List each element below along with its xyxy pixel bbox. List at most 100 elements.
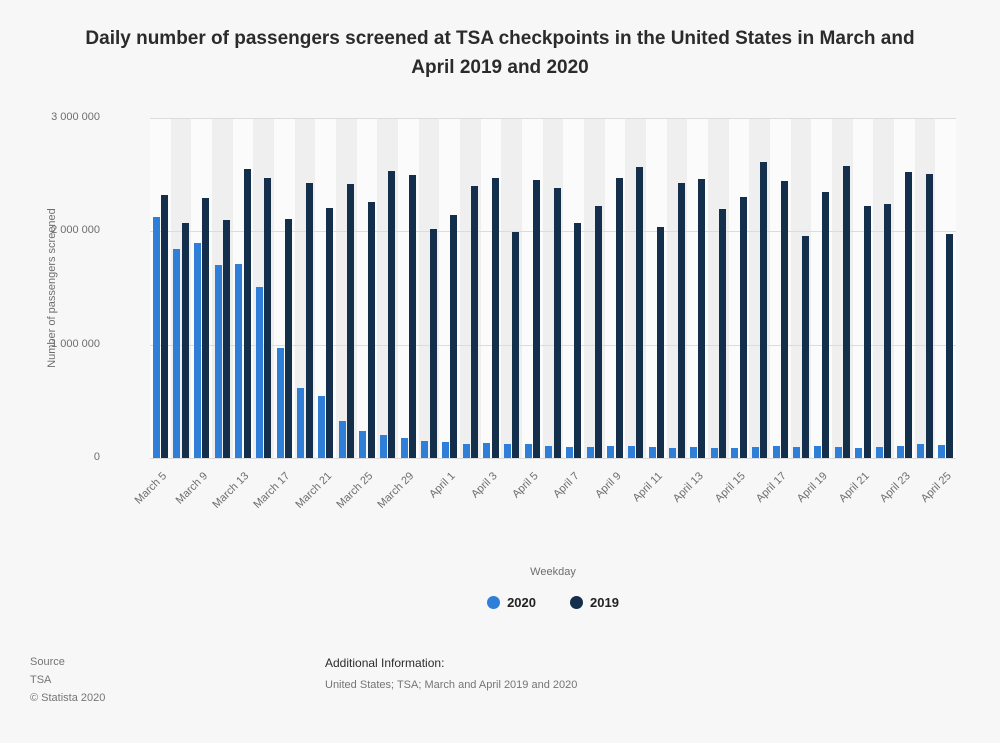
x-tick-label: March 13 bbox=[210, 470, 252, 511]
x-tick-label: March 21 bbox=[293, 470, 335, 511]
bar-2019-March 11 bbox=[222, 220, 230, 458]
bar-2020-April 17 bbox=[772, 446, 780, 458]
bar-2020-April 4 bbox=[504, 444, 512, 458]
x-tick-label: April 5 bbox=[510, 470, 541, 501]
x-tick-label: April 3 bbox=[468, 470, 500, 501]
bar-2019-April 14 bbox=[718, 208, 726, 458]
bar-2019-April 22 bbox=[884, 204, 892, 458]
x-tick-label: April 1 bbox=[427, 470, 459, 501]
x-tick-label: March 17 bbox=[251, 470, 293, 511]
bar-2019-March 19 bbox=[305, 182, 313, 458]
gridline bbox=[150, 344, 956, 346]
bar-2020-April 21 bbox=[855, 447, 863, 458]
bar-2019-March 5 bbox=[160, 195, 168, 458]
bar-2019-April 25 bbox=[946, 233, 954, 458]
bar-2020-April 24 bbox=[917, 444, 925, 458]
bar-2019-April 8 bbox=[594, 206, 602, 458]
x-tick-label: March 5 bbox=[132, 470, 169, 507]
bar-2019-April 21 bbox=[863, 206, 871, 458]
bar-2019-April 23 bbox=[904, 172, 912, 458]
bar-2020-April 12 bbox=[669, 447, 677, 458]
bar-2020-March 31 bbox=[421, 441, 429, 458]
legend-marker-2020 bbox=[487, 596, 501, 609]
bar-2019-April 6 bbox=[553, 188, 561, 458]
x-tick-label: April 19 bbox=[795, 470, 831, 505]
source-label: Source bbox=[30, 656, 65, 668]
bar-2019-April 18 bbox=[801, 235, 809, 458]
bar-2020-April 5 bbox=[524, 444, 532, 458]
bar-2020-April 11 bbox=[648, 447, 656, 458]
x-tick-label: April 17 bbox=[753, 470, 789, 505]
bar-2019-April 17 bbox=[780, 181, 788, 458]
bar-2019-March 23 bbox=[346, 183, 354, 458]
bar-2020-March 19 bbox=[297, 387, 305, 458]
gridline bbox=[150, 458, 956, 459]
bar-2020-April 18 bbox=[793, 446, 801, 458]
x-tick-label: April 7 bbox=[551, 470, 583, 501]
bar-2019-March 29 bbox=[408, 174, 416, 458]
bar-2020-March 11 bbox=[214, 265, 222, 458]
bar-2020-March 29 bbox=[400, 437, 408, 458]
bar-2019-April 5 bbox=[532, 180, 540, 458]
bar-2019-April 1 bbox=[450, 215, 458, 458]
bar-2019-April 19 bbox=[822, 191, 830, 458]
bar-2020-March 13 bbox=[235, 264, 243, 458]
bar-2020-April 14 bbox=[710, 447, 718, 458]
legend-label-2019: 2019 bbox=[590, 595, 619, 610]
bar-2020-March 7 bbox=[173, 248, 181, 458]
bar-2019-April 13 bbox=[698, 179, 706, 458]
y-tick-label: 3 000 000 bbox=[51, 111, 100, 123]
bar-2019-March 27 bbox=[388, 171, 396, 458]
bar-2020-March 17 bbox=[276, 348, 284, 458]
bar-2020-April 1 bbox=[442, 442, 450, 458]
bar-2020-April 25 bbox=[938, 444, 946, 458]
bar-2020-April 19 bbox=[814, 446, 822, 458]
bar-2019-April 3 bbox=[491, 178, 499, 458]
bar-2020-April 3 bbox=[483, 443, 491, 458]
legend: 2020 2019 bbox=[150, 595, 956, 610]
bar-2019-April 7 bbox=[574, 223, 582, 458]
x-tick-label: April 13 bbox=[671, 470, 707, 505]
footer-additional-block: Additional Information: United States; T… bbox=[325, 656, 577, 691]
x-tick-label: April 25 bbox=[919, 470, 955, 505]
bar-2019-March 17 bbox=[284, 218, 292, 458]
bar-2019-April 20 bbox=[842, 165, 850, 458]
legend-label-2020: 2020 bbox=[507, 595, 536, 610]
statista-copyright: © Statista 2020 bbox=[30, 692, 106, 704]
x-tick-label: March 25 bbox=[334, 470, 376, 511]
bar-2019-March 21 bbox=[326, 207, 334, 458]
x-tick-label: March 9 bbox=[173, 470, 211, 507]
x-tick-label: April 11 bbox=[630, 470, 665, 505]
bar-2019-March 13 bbox=[243, 169, 251, 458]
bar-2019-April 11 bbox=[656, 226, 664, 458]
y-tick-label: 2 000 000 bbox=[51, 224, 100, 237]
bar-2019-March 31 bbox=[429, 229, 437, 458]
bar-2019-March 9 bbox=[202, 198, 210, 458]
x-tick-label: April 23 bbox=[877, 470, 913, 505]
x-tick-label: April 9 bbox=[592, 470, 624, 501]
bar-2019-March 7 bbox=[181, 223, 189, 458]
bar-2020-April 2 bbox=[462, 443, 470, 458]
additional-info-value: United States; TSA; March and April 2019… bbox=[325, 679, 578, 691]
bar-2019-April 4 bbox=[512, 232, 520, 458]
gridline bbox=[150, 231, 956, 233]
bar-2020-March 15 bbox=[256, 286, 264, 458]
bar-2020-March 5 bbox=[152, 216, 160, 458]
gridline bbox=[150, 118, 956, 119]
bar-2020-April 23 bbox=[896, 445, 904, 458]
chart-title: Daily number of passengers screened at T… bbox=[85, 28, 915, 79]
bar-2020-April 10 bbox=[628, 445, 636, 458]
bar-2020-April 16 bbox=[752, 447, 760, 458]
bar-2020-March 25 bbox=[359, 430, 367, 458]
x-tick-label: March 29 bbox=[375, 470, 417, 511]
bar-2020-April 22 bbox=[876, 446, 884, 458]
legend-item-2019: 2019 bbox=[570, 595, 619, 610]
x-tick-label: April 15 bbox=[712, 470, 748, 505]
bar-2019-April 16 bbox=[760, 162, 768, 458]
y-tick-label: 1 000 000 bbox=[51, 337, 100, 350]
bar-2020-March 9 bbox=[194, 242, 202, 458]
bar-2020-March 23 bbox=[338, 420, 346, 458]
legend-title: Weekday bbox=[530, 566, 576, 578]
bar-2019-April 9 bbox=[615, 178, 623, 458]
